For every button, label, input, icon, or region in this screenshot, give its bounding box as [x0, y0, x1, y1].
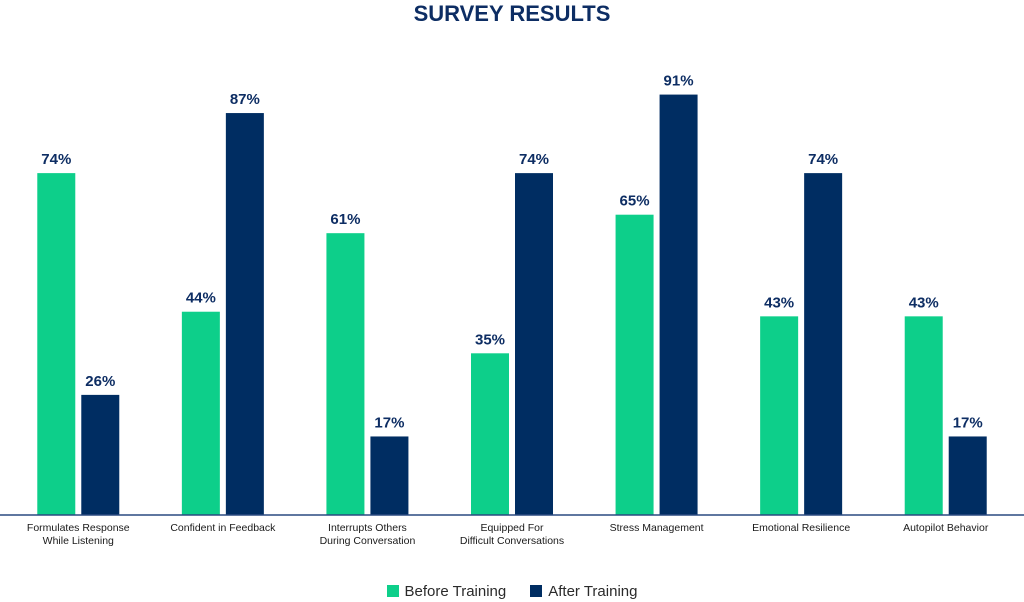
- bar-before-4: [615, 214, 654, 515]
- bar-before-2: [326, 233, 365, 515]
- data-label-after-2: 17%: [374, 414, 404, 431]
- bar-after-2: [370, 436, 409, 515]
- bar-before-5: [760, 316, 799, 515]
- category-label-3-line-0: Equipped For: [480, 522, 544, 534]
- data-label-after-1: 87%: [230, 91, 260, 108]
- category-label-6-line-0: Autopilot Behavior: [903, 522, 989, 534]
- category-label-2-line-0: Interrupts Others: [328, 522, 407, 534]
- bar-after-5: [804, 173, 843, 515]
- data-label-before-5: 43%: [764, 294, 794, 311]
- bar-after-0: [81, 394, 120, 515]
- bar-after-3: [515, 173, 553, 515]
- legend-swatch-after: [530, 585, 543, 597]
- category-label-0-line-1: While Listening: [43, 535, 114, 547]
- legend-item-after: After Training: [530, 583, 637, 600]
- legend-swatch-before: [386, 585, 399, 597]
- category-label-1-line-0: Confident in Feedback: [170, 522, 276, 534]
- data-label-before-6: 43%: [909, 294, 939, 311]
- bar-after-4: [659, 94, 698, 515]
- data-label-before-4: 65%: [620, 193, 650, 210]
- category-label-3-line-1: Difficult Conversations: [460, 535, 564, 547]
- data-label-after-5: 74%: [808, 151, 838, 168]
- data-label-before-0: 74%: [41, 151, 71, 168]
- legend: Before Training After Training: [0, 580, 1024, 602]
- bar-before-6: [904, 316, 943, 515]
- chart-title: SURVEY RESULTS: [413, 1, 611, 26]
- bar-before-3: [471, 353, 509, 515]
- data-label-before-2: 61%: [330, 211, 360, 228]
- bar-before-0: [37, 173, 76, 515]
- data-label-before-3: 35%: [475, 331, 505, 348]
- bar-before-1: [181, 311, 220, 515]
- data-label-after-4: 91%: [664, 73, 694, 90]
- category-label-0-line-0: Formulates Response: [27, 522, 130, 534]
- legend-label-before: Before Training: [404, 582, 507, 600]
- bar-after-1: [225, 113, 264, 515]
- category-label-4-line-0: Stress Management: [610, 522, 704, 534]
- legend-item-before: Before Training: [386, 582, 507, 600]
- category-label-5-line-0: Emotional Resilience: [752, 522, 850, 534]
- category-label-2-line-1: During Conversation: [320, 535, 416, 547]
- legend-label-after: After Training: [548, 582, 638, 600]
- data-label-after-0: 26%: [85, 373, 115, 390]
- data-label-after-3: 74%: [519, 151, 549, 168]
- data-label-before-1: 44%: [186, 290, 216, 307]
- data-label-after-6: 17%: [953, 414, 983, 431]
- bar-after-6: [948, 436, 987, 515]
